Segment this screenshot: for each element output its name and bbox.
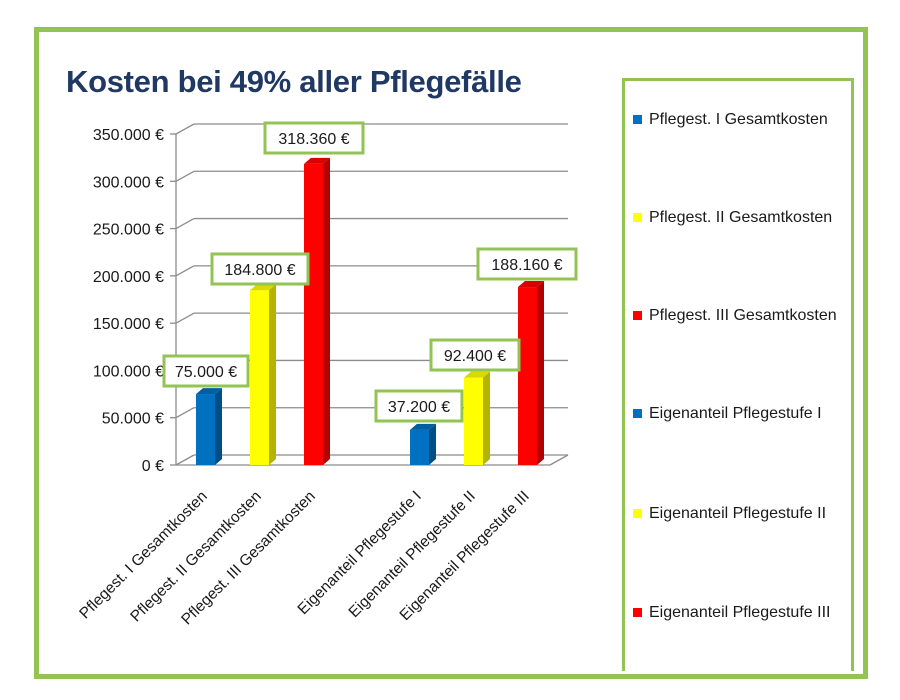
bar-front: [518, 287, 537, 465]
bar-front: [410, 429, 429, 465]
bar-side: [269, 284, 276, 465]
data-label-box: [476, 247, 578, 281]
bar-top: [464, 371, 490, 378]
legend-item: Eigenanteil Pflegestufe III: [633, 600, 848, 625]
legend-item: Pflegest. II Gesamtkosten: [633, 205, 848, 230]
legend-label: Pflegest. III Gesamtkosten: [649, 307, 837, 324]
data-label: 184.800 €: [224, 262, 295, 279]
y-tick-label: 100.000 €: [93, 363, 164, 380]
bar-side: [429, 423, 436, 465]
bar-side: [323, 157, 330, 465]
legend-label: Pflegest. I Gesamtkosten: [649, 111, 828, 128]
data-label: 318.360 €: [278, 131, 349, 148]
data-label: 37.200 €: [388, 399, 450, 416]
data-label-box: [210, 252, 310, 286]
data-label: 92.400 €: [444, 348, 506, 365]
legend-item: Eigenanteil Pflegestufe II: [633, 501, 848, 526]
legend-swatch: [633, 115, 642, 124]
bar-side: [537, 281, 544, 465]
legend-swatch: [633, 608, 642, 617]
grid-layer: [170, 123, 569, 466]
gridline-depth: [175, 265, 195, 277]
data-label-box: [263, 121, 365, 155]
bar-top: [410, 423, 436, 430]
legend-swatch: [633, 311, 642, 320]
y-tick-label: 0 €: [142, 458, 164, 475]
legend: Pflegest. I Gesamtkosten Pflegest. II Ges…: [622, 78, 854, 671]
y-tick-label: 150.000 €: [93, 316, 164, 333]
bar-top: [250, 284, 276, 291]
legend-label: Eigenanteil Pflegestufe III: [649, 604, 831, 621]
gridline-depth: [175, 123, 195, 135]
legend-item: Pflegest. III Gesamtkosten: [633, 303, 848, 328]
x-axis-depth: [549, 454, 569, 466]
chart-title: Kosten bei 49% aller Pflegefälle: [66, 64, 522, 99]
gridline-depth: [175, 312, 195, 324]
bar-top: [518, 281, 544, 288]
legend-swatch: [633, 509, 642, 518]
gridline-depth: [175, 407, 195, 419]
legend-item: Pflegest. I Gesamtkosten: [633, 107, 848, 132]
gridline-depth: [175, 454, 195, 466]
data-label-box: [429, 338, 521, 372]
data-label: 75.000 €: [175, 364, 237, 381]
bar-front: [250, 290, 269, 465]
y-tick-label: 250.000 €: [93, 222, 164, 239]
bar-side: [215, 388, 222, 465]
bar-front: [304, 163, 323, 465]
legend-label: Pflegest. II Gesamtkosten: [649, 209, 833, 226]
data-label: 188.160 €: [491, 257, 562, 274]
data-label-box: [162, 354, 250, 388]
y-tick-label: 300.000 €: [93, 174, 164, 191]
bar-top: [196, 388, 222, 395]
gridline-depth: [175, 170, 195, 182]
y-tick-label: 200.000 €: [93, 269, 164, 286]
y-tick-label: 350.000 €: [93, 127, 164, 144]
bar-top: [304, 157, 330, 164]
bar-front: [464, 377, 483, 465]
data-label-box: [374, 389, 464, 423]
bar-layer: [196, 157, 544, 465]
gridline-depth: [175, 218, 195, 230]
legend-label: Eigenanteil Pflegestufe I: [649, 405, 822, 422]
legend-item: Eigenanteil Pflegestufe I: [633, 401, 848, 426]
legend-swatch: [633, 409, 642, 418]
legend-swatch: [633, 213, 642, 222]
y-tick-label: 50.000 €: [102, 411, 164, 428]
bar-front: [196, 394, 215, 465]
bar-side: [483, 371, 490, 465]
legend-label: Eigenanteil Pflegestufe II: [649, 505, 827, 522]
